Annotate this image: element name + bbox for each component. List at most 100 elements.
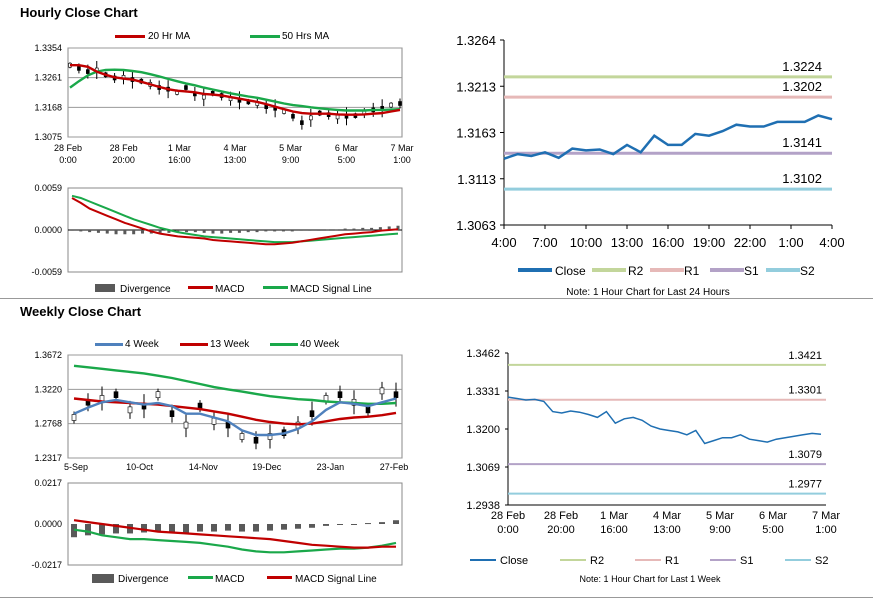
plot-frame <box>67 47 403 138</box>
x-tick-label: 5 Mar <box>706 510 734 522</box>
divergence-bar <box>343 228 347 230</box>
x-tick-label: 10-Oct <box>126 462 154 472</box>
level-label-s1: 1.3079 <box>788 449 822 461</box>
divergence-bar <box>123 230 127 235</box>
x-tick-label: 28 Feb <box>491 510 525 522</box>
legend-20hr-ma: 20 Hr MA <box>148 31 191 42</box>
divergence-bar <box>183 524 189 533</box>
divergence-bar <box>88 230 92 233</box>
candle-body <box>183 421 189 429</box>
divergence-bar <box>96 230 100 233</box>
weekly-macd-chart: Divergence MACD MACD Signal Line 0.0217 0… <box>31 478 403 585</box>
candle-body <box>393 391 399 398</box>
divergence-bar <box>246 230 250 233</box>
legend-swatch-4 <box>766 268 800 272</box>
candle-body <box>253 436 259 444</box>
ma-20-line <box>70 64 401 116</box>
candle-body <box>309 410 315 417</box>
level-label-s2: 1.2977 <box>788 479 822 491</box>
legend-swatch-divergence <box>95 284 115 292</box>
x-tick-label: 10:00 <box>570 235 603 250</box>
legend-divergence: Divergence <box>120 284 171 295</box>
candle-body <box>379 387 385 395</box>
divergence-bar <box>113 524 119 534</box>
divergence-bar <box>141 524 147 533</box>
x-tick-label: 23-Jan <box>317 462 345 472</box>
hourly-price-chart: 20 Hr MA 50 Hrs MA 1.3354 1.3261 1.3168 1.3… <box>34 31 413 165</box>
y-tick-label: 0.0000 <box>34 519 62 529</box>
y-tick-label: 1.2768 <box>34 419 62 429</box>
macd-line <box>71 197 399 246</box>
x-tick-label: 5-Sep <box>64 462 88 472</box>
divergence-bar <box>267 524 273 531</box>
x-tick-label: 28 Feb <box>54 143 82 153</box>
divergence-bar <box>225 524 231 531</box>
divergence-bar <box>114 230 118 235</box>
legend-s1: S1 <box>744 264 759 278</box>
legend-swatch-20hr <box>115 35 145 38</box>
divergence-bar <box>197 524 203 532</box>
x-tick-label: 22:00 <box>734 235 767 250</box>
legend-swatch-macd <box>188 286 213 289</box>
divergence-bar <box>237 230 241 233</box>
x-tick-label: 6 Mar <box>759 510 787 522</box>
legend-swatch-weekly-4 <box>785 559 811 561</box>
divergence-bar <box>202 230 206 233</box>
x-tick-label: 1 Mar <box>168 143 191 153</box>
legend-swatch-macd-weekly <box>188 576 213 579</box>
x-tick-label: 0:00 <box>497 524 518 536</box>
divergence-bar <box>85 524 91 536</box>
legend-swatch-signal <box>263 286 288 289</box>
candle-body <box>291 113 295 119</box>
candle-body <box>77 66 81 71</box>
legend-swatch-divergence-weekly <box>92 574 114 583</box>
legend-swatch-0 <box>518 268 552 272</box>
close-line-weekly <box>507 396 822 445</box>
legend-swatch-weekly-3 <box>710 559 736 561</box>
candle-body <box>267 433 273 440</box>
divergence-bar <box>309 524 315 528</box>
y-tick-label: -0.0059 <box>31 267 62 277</box>
legend-swatch-1 <box>592 268 626 272</box>
macd-line-weekly <box>73 528 397 554</box>
candle-body <box>300 120 304 125</box>
x-tick-label: 7:00 <box>532 235 557 250</box>
divergence-bar <box>264 230 268 232</box>
divergence-bar <box>211 524 217 532</box>
x-tick-label: 14-Nov <box>189 462 219 472</box>
divergence-bar <box>132 230 136 235</box>
legend-macd-signal: MACD Signal Line <box>290 284 372 295</box>
y-tick-label: 1.3168 <box>34 102 62 112</box>
x-tick-label: 28 Feb <box>544 510 578 522</box>
x-tick-label: 19-Dec <box>252 462 282 472</box>
legend-macd: MACD <box>215 284 244 295</box>
y-tick-label: 1.3063 <box>456 218 496 233</box>
level-label-s1: 1.3141 <box>782 135 822 150</box>
divergence-bar <box>299 230 303 231</box>
candle-body <box>184 85 188 90</box>
legend-r1: R1 <box>684 264 700 278</box>
x-tick-label: 13:00 <box>224 155 247 165</box>
divergence-bar <box>351 524 357 525</box>
candle-body <box>239 433 245 440</box>
legend-swatch-4wk <box>95 343 123 346</box>
x-tick-label: 6 Mar <box>335 143 358 153</box>
x-tick-label: 9:00 <box>282 155 300 165</box>
x-tick-label: 4 Mar <box>223 143 246 153</box>
y-tick-label: 1.3264 <box>456 33 496 48</box>
section-divider <box>0 298 873 299</box>
divergence-bar <box>167 230 171 233</box>
divergence-bar <box>220 230 224 234</box>
divergence-bar <box>290 230 294 232</box>
divergence-bar <box>193 230 197 233</box>
divergence-bar <box>176 230 180 233</box>
divergence-bar <box>105 230 109 234</box>
legend-r2-weekly: R2 <box>590 555 604 567</box>
y-tick-label: 1.3069 <box>466 462 500 474</box>
x-tick-label: 28 Feb <box>110 143 138 153</box>
candle-body <box>398 101 402 106</box>
legend-swatch-40wk <box>270 343 298 346</box>
legend-swatch-3 <box>710 268 744 272</box>
candle-body <box>127 406 133 414</box>
divergence-bar <box>352 228 356 230</box>
